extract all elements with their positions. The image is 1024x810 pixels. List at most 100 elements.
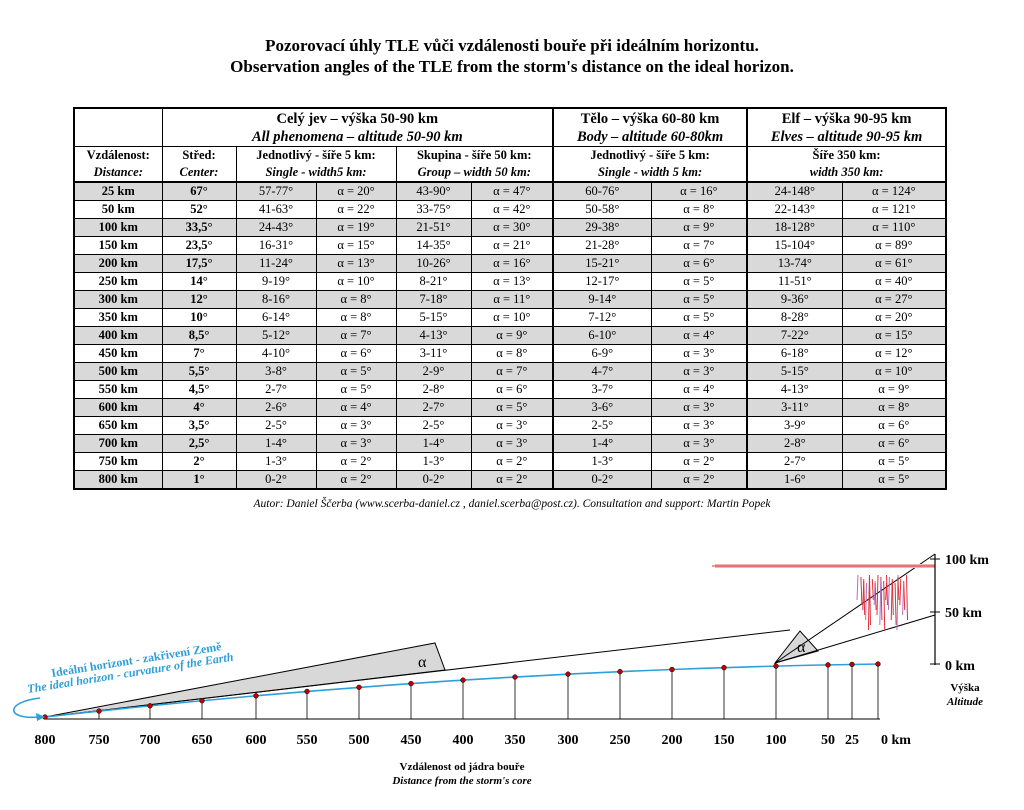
cell-group-alpha: α = 47° (470, 181, 554, 201)
cell-group-range: 10-26° (395, 254, 472, 273)
cell-elf-range: 9-36° (746, 290, 843, 309)
table-row: 750 km 2° 1-3° α = 2° 1-3° α = 2° 1-3° α = 2° 2-… (73, 452, 947, 471)
cell-single-range: 2-5° (235, 416, 317, 435)
group-header-body: Tělo – výška 60-80 km (552, 107, 748, 129)
cell-group-range: 1-4° (395, 434, 472, 453)
distance-tick-label: 650 (192, 733, 213, 748)
distance-tick-label: 350 (505, 733, 526, 748)
cell-group-range: 4-13° (395, 326, 472, 345)
cell-body-range: 15-21° (552, 254, 652, 273)
horizon-marker-dot (147, 703, 153, 709)
cell-body-alpha: α = 5° (650, 272, 748, 291)
group-subheader-body: Body – altitude 60-80km (552, 129, 748, 147)
cell-group-range: 2-7° (395, 398, 472, 417)
horizon-marker-dot (875, 661, 881, 667)
horizon-marker-dot (721, 664, 727, 671)
horizon-marker-dot (408, 680, 414, 687)
cell-body-alpha: α = 4° (650, 326, 748, 345)
distance-tick-label: 100 (766, 733, 787, 748)
cell-single-alpha: α = 22° (315, 200, 397, 219)
cell-body-range: 3-7° (552, 380, 652, 399)
cell-elf-range: 2-8° (746, 434, 843, 453)
group-subheader-elves: Elves – altitude 90-95 km (746, 129, 947, 147)
cell-group-range: 7-18° (395, 290, 472, 309)
cell-body-alpha: α = 3° (650, 398, 748, 417)
cell-single-range: 9-19° (235, 272, 317, 291)
cell-body-alpha: α = 5° (650, 308, 748, 327)
table-row: 100 km 33,5° 24-43° α = 19° 21-51° α = 30° 29-… (73, 218, 947, 237)
horizon-marker-dot (304, 688, 310, 695)
col-header-group-en: Group – width 50 km: (395, 164, 554, 183)
cell-elf-alpha: α = 6° (841, 416, 947, 435)
cell-distance: 25 km (73, 181, 163, 201)
cell-group-range: 2-5° (395, 416, 472, 435)
sprite-streak (899, 578, 902, 606)
cell-group-alpha: α = 16° (470, 254, 554, 273)
cell-group-alpha: α = 6° (470, 380, 554, 399)
cell-group-alpha: α = 7° (470, 362, 554, 381)
elf-ray-upper (774, 553, 936, 664)
cell-center: 7° (161, 344, 237, 363)
sprite-streak (906, 574, 908, 621)
distance-tick-label: 550 (297, 733, 318, 748)
cell-single-range: 6-14° (235, 308, 317, 327)
cell-center: 4,5° (161, 380, 237, 399)
cell-body-alpha: α = 6° (650, 254, 748, 273)
cell-single-range: 24-43° (235, 218, 317, 237)
distance-tick-label: 250 (610, 733, 631, 748)
cell-elf-range: 11-51° (746, 272, 843, 291)
cell-group-range: 3-11° (395, 344, 472, 363)
cell-distance: 150 km (73, 236, 163, 255)
sprite-streak (902, 582, 905, 616)
cell-single-range: 41-63° (235, 200, 317, 219)
altitude-tick-100: 100 km (945, 553, 989, 568)
cell-distance: 500 km (73, 362, 163, 381)
cell-elf-alpha: α = 89° (841, 236, 947, 255)
cell-single-alpha: α = 13° (315, 254, 397, 273)
cell-group-range: 2-9° (395, 362, 472, 381)
cell-group-alpha: α = 3° (470, 434, 554, 453)
cell-elf-range: 18-128° (746, 218, 843, 237)
cell-body-alpha: α = 8° (650, 200, 748, 219)
distance-tick-labels: 800 750 700 650 600 550 500 450 400 350 300 250 200 1… (35, 733, 912, 748)
cell-group-range: 8-21° (395, 272, 472, 291)
cell-elf-range: 24-148° (746, 181, 843, 201)
cell-elf-alpha: α = 20° (841, 308, 947, 327)
table-row: 450 km 7° 4-10° α = 6° 3-11° α = 8° 6-9° α = 3°… (73, 344, 947, 363)
distance-tick-label: 200 (662, 733, 683, 748)
horizon-arrow (12, 697, 41, 719)
distance-tick-label: 800 (35, 733, 56, 748)
cell-elf-range: 13-74° (746, 254, 843, 273)
cell-center: 67° (161, 181, 237, 201)
cell-distance: 300 km (73, 290, 163, 309)
cell-single-range: 11-24° (235, 254, 317, 273)
cell-body-range: 6-10° (552, 326, 652, 345)
cell-body-range: 4-7° (552, 362, 652, 381)
col-header-distance: Vzdálenost: (73, 146, 163, 164)
cell-body-range: 6-9° (552, 344, 652, 363)
cell-group-alpha: α = 8° (470, 344, 554, 363)
cell-distance: 800 km (73, 470, 163, 490)
cell-single-alpha: α = 8° (315, 308, 397, 327)
cell-group-alpha: α = 9° (470, 326, 554, 345)
cell-single-alpha: α = 3° (315, 416, 397, 435)
cell-body-alpha: α = 2° (650, 452, 748, 471)
cell-body-range: 21-28° (552, 236, 652, 255)
cell-center: 4° (161, 398, 237, 417)
col-header-group: Skupina - šíře 50 km: (395, 146, 554, 164)
cell-center: 17,5° (161, 254, 237, 273)
cell-body-alpha: α = 3° (650, 416, 748, 435)
cell-center: 1° (161, 470, 237, 490)
view-ray-upper (44, 629, 791, 718)
cell-body-range: 50-58° (552, 200, 652, 219)
cell-body-alpha: α = 2° (650, 470, 748, 490)
cell-single-range: 0-2° (235, 470, 317, 490)
cell-single-alpha: α = 19° (315, 218, 397, 237)
cell-elf-range: 22-143° (746, 200, 843, 219)
cell-single-alpha: α = 15° (315, 236, 397, 255)
cell-elf-alpha: α = 124° (841, 181, 947, 201)
observation-angle-table: Celý jev – výška 50-90 km Tělo – výška 6… (73, 107, 948, 490)
cell-center: 10° (161, 308, 237, 327)
horizon-marker-dot (773, 663, 779, 669)
cell-body-range: 12-17° (552, 272, 652, 291)
